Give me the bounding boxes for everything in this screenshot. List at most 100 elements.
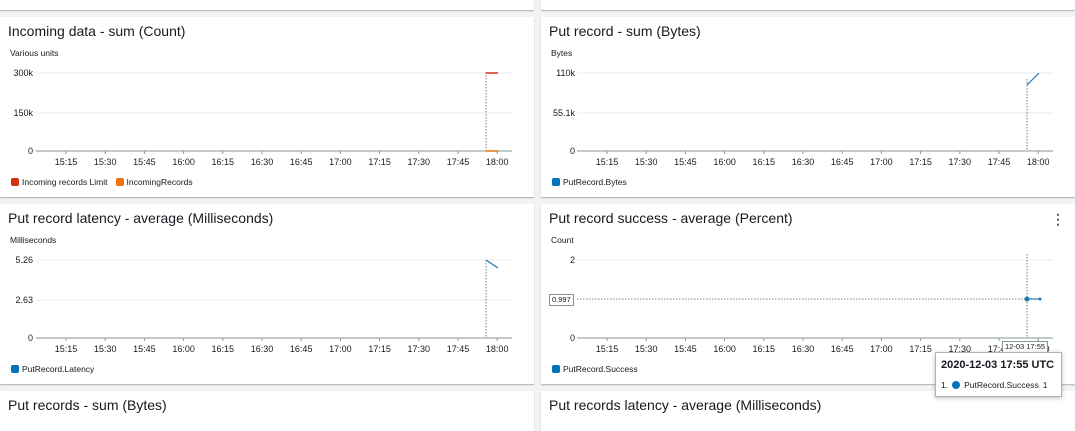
chart-tooltip: 2020-12-03 17:55 UTC 1. PutRecord.Succes… (935, 352, 1062, 397)
legend: PutRecord.Success (552, 364, 638, 374)
x-tick-label: 17:45 (988, 344, 1011, 354)
x-tick-label: 18:00 (1027, 157, 1050, 167)
tooltip-series-name: PutRecord.Success (964, 380, 1039, 390)
y-tick-label: 150k (13, 108, 33, 118)
x-tick-label: 17:15 (909, 157, 932, 167)
legend-swatch (115, 178, 124, 186)
x-tick-label: 15:15 (55, 157, 78, 167)
panel-title: Incoming data - sum (Count) (8, 23, 186, 39)
put-record-bytes-panel: Put record - sum (Bytes) Bytes 110k 55.1… (541, 17, 1075, 197)
x-tick-label: 17:00 (329, 157, 352, 167)
x-tick-label: 15:30 (635, 344, 658, 354)
x-tick-label: 16:45 (831, 157, 854, 167)
put-record-success-chart[interactable]: 2 0 15:15 15:30 15:45 16:00 16:15 16:30 16:45 1… (541, 204, 1075, 384)
panel-title: Put records latency - average (Milliseco… (549, 397, 822, 413)
series-point-putrecord-success[interactable] (1038, 297, 1042, 301)
kebab-menu-icon[interactable]: ⋮ (1051, 211, 1065, 227)
x-tick-label: 15:30 (94, 157, 117, 167)
y-axis-unit: Various units (10, 48, 59, 58)
legend-item[interactable]: IncomingRecords (115, 177, 193, 187)
legend-item[interactable]: PutRecord.Success (552, 364, 638, 374)
x-tick-label: 15:45 (133, 157, 156, 167)
x-tick-label: 17:15 (909, 344, 932, 354)
x-tick-label: 16:45 (831, 344, 854, 354)
x-tick-label: 18:00 (486, 344, 509, 354)
x-tick-label: 15:15 (55, 344, 78, 354)
x-tick-label: 17:15 (368, 344, 391, 354)
y-axis-unit: Bytes (551, 48, 573, 58)
y-axis-unit: Milliseconds (10, 235, 57, 245)
x-tick-label: 17:45 (447, 157, 470, 167)
panel-title: Put record success - average (Percent) (549, 210, 793, 226)
legend-item[interactable]: PutRecord.Latency (11, 364, 94, 374)
y-tick-label: 0 (570, 333, 575, 343)
panel-title: Put record - sum (Bytes) (549, 23, 701, 39)
x-tick-label: 15:45 (133, 344, 156, 354)
series-point-putrecord-success[interactable] (1024, 296, 1030, 302)
x-tick-label: 17:00 (329, 344, 352, 354)
x-tick-label: 17:45 (988, 157, 1011, 167)
put-record-latency-chart[interactable]: 5.26 2.63 0 15:15 15:30 15:45 16:00 16:15 16:… (0, 204, 534, 384)
y-tick-label: 2.63 (15, 295, 33, 305)
x-tick-label: 16:30 (251, 157, 274, 167)
x-tick-label: 16:45 (290, 157, 313, 167)
panel-top-left-cutoff (0, 0, 534, 10)
put-records-latency-panel: Put records latency - average (Milliseco… (541, 391, 1075, 431)
y-tick-label: 5.26 (15, 255, 33, 265)
legend-swatch (552, 365, 560, 373)
x-tick-label: 17:30 (408, 157, 431, 167)
put-record-bytes-chart[interactable]: 110k 55.1k 0 15:15 15:30 15:45 16:00 16:15 16… (541, 17, 1075, 197)
legend-item[interactable]: Incoming records Limit (11, 177, 108, 187)
panel-title: Put records - sum (Bytes) (8, 397, 167, 413)
x-tick-label: 16:30 (792, 344, 815, 354)
y-tick-label: 0 (28, 333, 33, 343)
x-tick-label: 16:15 (212, 157, 235, 167)
x-tick-label: 16:30 (792, 157, 815, 167)
legend-swatch (552, 178, 560, 186)
panel-title: Put record latency - average (Millisecon… (8, 210, 274, 226)
x-tick-label: 18:00 (486, 157, 509, 167)
y-tick-label: 110k (556, 68, 575, 78)
x-tick-label: 15:15 (596, 344, 619, 354)
tooltip-title: 2020-12-03 17:55 UTC (941, 359, 1055, 371)
legend: PutRecord.Latency (11, 364, 94, 374)
legend-swatch (11, 365, 19, 373)
y-axis-unit: Count (551, 235, 574, 245)
x-tick-label: 16:45 (290, 344, 313, 354)
x-tick-label: 16:00 (172, 157, 195, 167)
put-record-latency-panel: Put record latency - average (Millisecon… (0, 204, 534, 384)
tooltip-row: 1. PutRecord.Success 1 (941, 380, 1047, 390)
y-tick-label: 55.1k (553, 108, 576, 118)
put-records-bytes-panel: Put records - sum (Bytes) (0, 391, 534, 431)
legend: Incoming records Limit IncomingRecords (11, 177, 193, 187)
tooltip-index: 1. (941, 380, 949, 390)
x-tick-label: 17:30 (949, 344, 972, 354)
x-tick-label: 17:15 (368, 157, 391, 167)
incoming-data-panel: Incoming data - sum (Count) Various unit… (0, 17, 534, 197)
x-tick-label: 17:00 (870, 157, 893, 167)
x-tick-label: 16:15 (753, 344, 776, 354)
x-tick-label: 15:30 (94, 344, 117, 354)
legend-label: PutRecord.Success (563, 364, 638, 374)
y-tick-label: 300k (13, 68, 33, 78)
incoming-data-chart[interactable]: 300k 150k 0 15:15 15:30 15:45 16:00 16:15 16:… (0, 17, 534, 197)
x-tick-label: 15:45 (674, 157, 697, 167)
x-tick-label: 15:45 (674, 344, 697, 354)
x-tick-label: 16:00 (172, 344, 195, 354)
y-tick-label: 2 (570, 255, 575, 265)
legend-label: Incoming records Limit (22, 177, 108, 187)
legend: PutRecord.Bytes (552, 177, 627, 187)
x-tick-label: 17:30 (949, 157, 972, 167)
x-tick-label: 16:30 (251, 344, 274, 354)
legend-label: PutRecord.Latency (22, 364, 95, 374)
x-tick-label: 16:00 (713, 344, 736, 354)
y-tick-label: 0 (570, 146, 575, 156)
legend-item[interactable]: PutRecord.Bytes (552, 177, 627, 187)
series-dot-icon (952, 381, 961, 389)
panel-top-right-cutoff (541, 0, 1075, 10)
series-line-putrecord-latency (485, 259, 499, 269)
x-tick-label: 17:45 (447, 344, 470, 354)
x-tick-label: 17:00 (870, 344, 893, 354)
series-line-putrecord-bytes (1026, 72, 1040, 86)
y-tick-label: 0 (28, 146, 33, 156)
